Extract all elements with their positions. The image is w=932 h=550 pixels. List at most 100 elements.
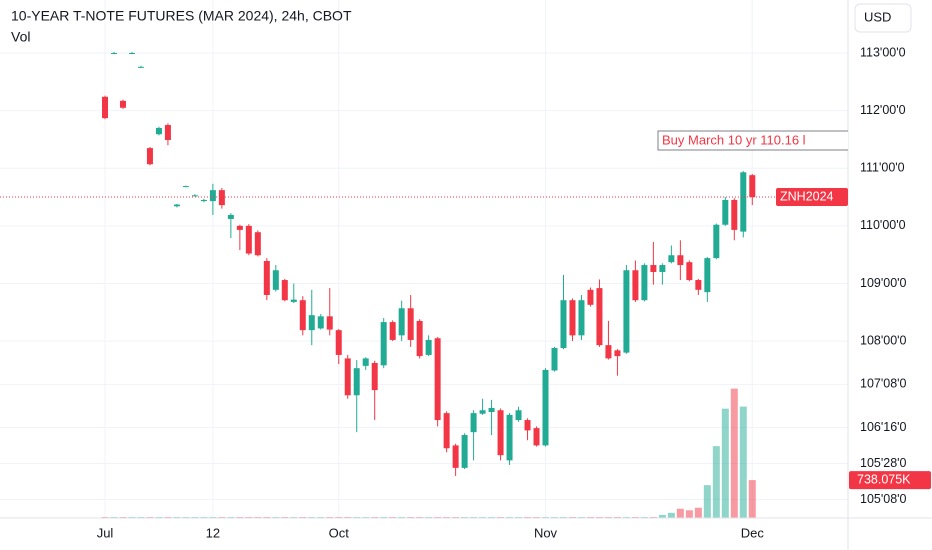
candle-body — [488, 407, 495, 412]
candle-body — [407, 308, 414, 340]
candles — [102, 51, 756, 476]
candle-body — [245, 225, 252, 254]
candle-body — [371, 363, 378, 391]
candle-body — [128, 53, 135, 55]
candle-body — [434, 338, 441, 421]
candle-body — [146, 148, 153, 165]
x-tick-label: Dec — [741, 525, 765, 540]
volume-bar — [739, 406, 747, 518]
symbol-label: ZNH2024 — [780, 189, 834, 203]
candle-body — [515, 410, 522, 421]
candle-body — [299, 300, 306, 331]
volume-bar — [694, 507, 702, 518]
candle-body — [254, 232, 261, 256]
volume-bar — [667, 512, 675, 518]
candle-body — [209, 190, 216, 202]
candle-body — [425, 339, 432, 355]
candle-body — [677, 255, 684, 266]
candle-body — [695, 280, 702, 290]
candle-body — [102, 96, 108, 119]
candle-body — [326, 316, 333, 330]
y-tick-label: 106'16'0 — [860, 420, 907, 434]
candle-body — [362, 358, 369, 366]
candle-body — [551, 348, 558, 371]
candle-body — [470, 413, 477, 433]
candle-body — [713, 224, 720, 259]
annotation-box — [657, 130, 848, 151]
volume-bar — [685, 510, 693, 518]
candle-body — [398, 308, 405, 336]
volume-bar — [703, 485, 711, 518]
volume-bar — [730, 388, 738, 518]
candle-body — [614, 350, 621, 357]
volume-bar — [676, 508, 684, 518]
volume-legend: Vol — [11, 29, 30, 45]
candle-body — [353, 368, 360, 396]
candle-body — [200, 199, 207, 202]
candle-body — [578, 300, 585, 336]
candle-body — [641, 265, 648, 301]
candle-body — [308, 315, 315, 331]
candle-body — [542, 369, 549, 446]
volume-value-label: 738.075K — [857, 472, 911, 486]
candle-body — [389, 322, 396, 340]
candle-body — [236, 225, 243, 230]
candle-body — [443, 413, 450, 449]
candle-body — [218, 190, 225, 206]
candle-body — [227, 214, 234, 219]
candle-body — [605, 345, 612, 359]
symbol-label-box — [776, 188, 848, 207]
x-tick-label: Jul — [97, 525, 114, 540]
volume-bar — [649, 516, 657, 518]
volume-bar — [748, 480, 756, 518]
volume-label-box — [849, 471, 931, 490]
y-tick-label: 105'28'0 — [860, 456, 907, 470]
candle-body — [263, 261, 270, 296]
candle-body — [479, 410, 486, 414]
candle-body — [380, 322, 387, 366]
y-tick-label: 111'00'0 — [860, 161, 905, 175]
annotation: Buy March 10 yr 110.16 l — [662, 132, 806, 147]
candle-body — [668, 255, 675, 263]
candle-body — [290, 299, 297, 302]
candle-body — [110, 53, 117, 55]
candle-body — [722, 199, 729, 225]
candle-body — [335, 330, 342, 355]
candle-body — [461, 435, 468, 468]
candle-body — [749, 175, 756, 198]
candle-body — [506, 414, 513, 461]
candle-body — [650, 265, 657, 272]
candle-body — [569, 300, 576, 336]
candle-body — [740, 172, 747, 232]
volume-bar — [712, 446, 720, 518]
candle-body — [191, 195, 198, 197]
y-tick-label: 113'00'0 — [860, 45, 906, 59]
candle-body — [623, 270, 630, 353]
candle-body — [686, 262, 693, 281]
candle-body — [533, 428, 540, 446]
candle-body — [452, 445, 459, 468]
candle-body — [731, 199, 738, 230]
candle-body — [416, 320, 423, 357]
y-tick-label: 108'00'0 — [860, 333, 907, 347]
candle-body — [524, 420, 531, 431]
candle-body — [173, 204, 180, 207]
candle-body — [317, 316, 324, 329]
volume-bar — [721, 408, 729, 518]
currency-button[interactable] — [854, 3, 912, 33]
axes: 113'00'0 112'00'0 111'00'0 110'00'0 109'00'0… — [97, 45, 907, 540]
x-tick-label: Oct — [329, 525, 350, 540]
candle-body — [119, 100, 126, 108]
y-tick-label: 109'00'0 — [860, 276, 907, 290]
y-tick-label: 107'08'0 — [860, 377, 907, 391]
candle-body — [704, 258, 711, 293]
currency-label[interactable]: USD — [864, 9, 891, 24]
candle-body — [137, 66, 144, 68]
candle-body — [164, 125, 171, 141]
candle-body — [155, 127, 162, 135]
y-tick-label: 105'08'0 — [860, 492, 907, 506]
candle-body — [182, 186, 189, 188]
x-tick-label: Nov — [534, 525, 558, 540]
candle-body — [587, 289, 594, 305]
